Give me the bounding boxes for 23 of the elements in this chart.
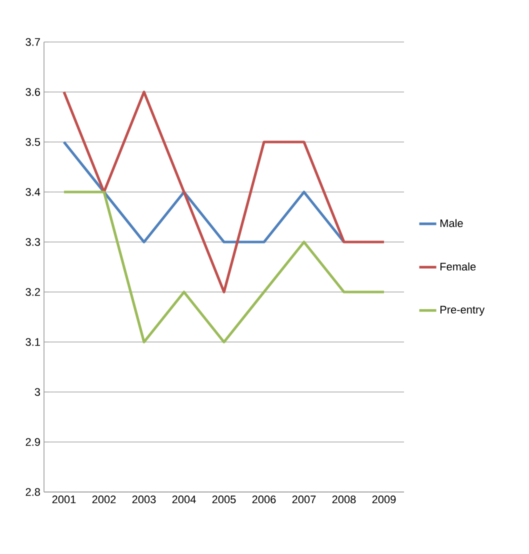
x-tick-label: 2009 <box>372 496 396 504</box>
x-tick-label: 2003 <box>132 496 156 504</box>
y-tick-label: 2.9 <box>26 438 40 446</box>
y-tick-label: 3.2 <box>26 288 40 296</box>
y-tick-label: 3.5 <box>26 138 40 146</box>
y-tick-label: 3 <box>34 388 40 396</box>
legend-label: Male <box>440 219 463 228</box>
y-tick-label: 3.7 <box>26 38 40 46</box>
y-tick-label: 3.4 <box>26 188 40 196</box>
x-tick-label: 2005 <box>212 496 236 504</box>
y-tick-label: 3.1 <box>26 338 40 346</box>
y-tick-label: 3.3 <box>26 238 40 246</box>
x-tick-label: 2006 <box>252 496 276 504</box>
y-tick-label: 3.6 <box>26 88 40 96</box>
legend-label: Pre-entry <box>440 306 485 316</box>
x-tick-label: 2007 <box>292 496 316 504</box>
line-series <box>62 90 386 294</box>
y-tick-label: 2.8 <box>26 488 40 496</box>
x-tick-label: 2008 <box>332 496 356 504</box>
x-tick-label: 2001 <box>52 496 76 504</box>
x-tick-label: 2004 <box>172 496 196 504</box>
legend-label: Female <box>440 262 476 271</box>
x-tick-label: 2002 <box>92 496 116 504</box>
